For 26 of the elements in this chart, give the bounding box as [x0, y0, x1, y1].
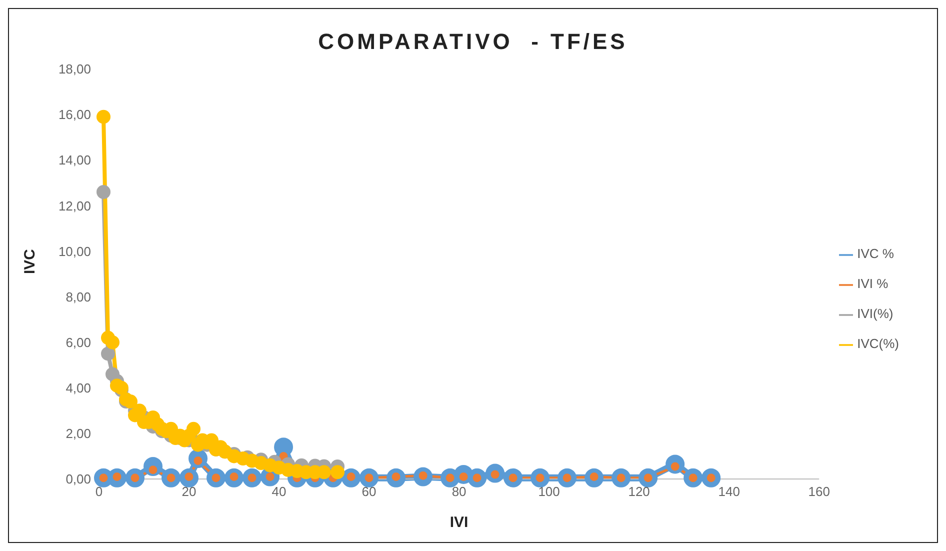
x-tick-label: 20 [182, 484, 196, 500]
legend-label: IVC(%) [857, 336, 899, 351]
legend-label: IVC % [857, 246, 894, 261]
x-tick-label: 120 [628, 484, 650, 500]
x-tick-label: 100 [538, 484, 560, 500]
x-tick-label: 40 [272, 484, 286, 500]
legend-label: IVI % [857, 276, 888, 291]
y-tick-label: 18,00 [58, 62, 91, 77]
y-tick-label: 4,00 [66, 380, 91, 396]
x-tick-label: 160 [808, 484, 830, 500]
y-tick-label: 6,00 [66, 334, 91, 350]
x-axis-title: IVI [450, 514, 468, 531]
x-tick-label: 80 [452, 484, 466, 500]
y-tick-label: 2,00 [66, 426, 91, 442]
chart-title: COMPARATIVO - TF/ES [317, 29, 629, 56]
legend-label: IVI(%) [857, 306, 894, 321]
y-tick-label: 16,00 [58, 107, 91, 122]
y-axis-title: IVC [21, 248, 38, 274]
y-tick-label: 0,00 [66, 472, 91, 487]
x-tick-label: 140 [718, 484, 740, 500]
x-tick-label: 60 [362, 484, 376, 500]
y-tick-label: 14,00 [58, 152, 91, 168]
x-tick-label: 0 [95, 484, 103, 500]
y-tick-label: 12,00 [58, 198, 91, 214]
y-tick-label: 10,00 [58, 244, 91, 259]
y-tick-label: 8,00 [66, 289, 91, 304]
